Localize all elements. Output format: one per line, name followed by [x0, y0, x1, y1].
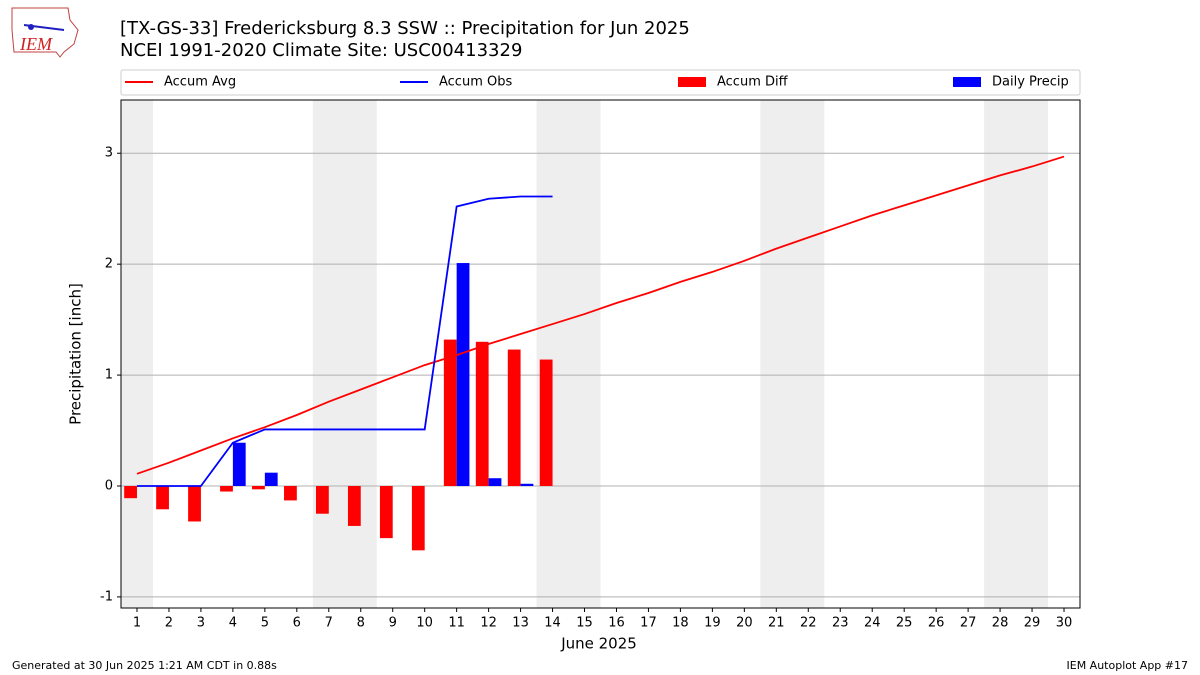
logo-text: IEM [19, 34, 53, 54]
bar [188, 485, 201, 522]
x-tick-label: 21 [768, 616, 785, 631]
bar [124, 485, 137, 499]
x-tick-label: 6 [293, 616, 301, 631]
bar [456, 263, 470, 486]
chart-subtitle: NCEI 1991-2020 Climate Site: USC00413329 [120, 40, 522, 61]
bar [347, 485, 361, 526]
y-tick-label: 2 [105, 257, 113, 272]
x-tick-label: 3 [197, 616, 205, 631]
x-tick-label: 16 [608, 616, 625, 631]
weekend-band [536, 100, 601, 608]
legend-swatch [678, 77, 706, 87]
x-tick-label: 10 [416, 616, 433, 631]
chart-title: [TX-GS-33] Fredericksburg 8.3 SSW :: Pre… [120, 18, 690, 39]
x-tick-label: 20 [736, 616, 753, 631]
x-axis-label: June 2025 [560, 635, 637, 653]
x-tick-label: 9 [389, 616, 397, 631]
x-tick-label: 25 [896, 616, 913, 631]
x-tick-label: 4 [229, 616, 237, 631]
bar [284, 485, 297, 501]
x-tick-label: 15 [576, 616, 593, 631]
bar [252, 485, 265, 490]
x-tick-label: 5 [261, 616, 269, 631]
legend-label: Daily Precip [992, 75, 1069, 90]
x-tick-label: 27 [960, 616, 977, 631]
x-tick-label: 11 [448, 616, 465, 631]
bar [379, 485, 393, 539]
x-tick-label: 17 [640, 616, 657, 631]
bar [443, 339, 457, 486]
footer-left: Generated at 30 Jun 2025 1:21 AM CDT in … [12, 659, 277, 672]
x-tick-label: 19 [704, 616, 721, 631]
logo-dot [28, 24, 34, 30]
footer-right: IEM Autoplot App #17 [1067, 659, 1189, 672]
x-tick-label: 14 [544, 616, 561, 631]
y-tick-label: 0 [105, 478, 113, 493]
line [136, 155, 1065, 475]
bar [507, 349, 521, 486]
x-tick-label: 18 [672, 616, 689, 631]
y-tick-label: 1 [105, 368, 113, 383]
line [136, 195, 553, 487]
weekend-band [760, 100, 825, 608]
bar [488, 478, 502, 486]
y-tick-label: 3 [105, 146, 113, 161]
bar [315, 485, 329, 514]
x-tick-label: 1 [133, 616, 141, 631]
x-tick-label: 12 [480, 616, 497, 631]
bar [475, 341, 489, 486]
legend-box [120, 69, 1081, 96]
bar [232, 442, 246, 486]
bar [539, 359, 553, 486]
legend-label: Accum Avg [164, 75, 236, 90]
logo: IEM [11, 7, 79, 58]
x-tick-label: 22 [800, 616, 817, 631]
bar [264, 472, 278, 486]
x-tick-label: 13 [512, 616, 529, 631]
x-tick-label: 30 [1056, 616, 1073, 631]
x-tick-label: 2 [165, 616, 173, 631]
x-tick-label: 24 [864, 616, 881, 631]
bar [220, 485, 233, 492]
bar [520, 483, 534, 486]
y-axis-label: Precipitation [inch] [67, 283, 85, 425]
x-tick-label: 28 [992, 616, 1009, 631]
plot-frame [120, 99, 1081, 609]
legend-label: Accum Diff [717, 75, 789, 90]
weekend-band [121, 100, 153, 608]
x-tick-label: 29 [1024, 616, 1041, 631]
y-tick-label: -1 [100, 589, 113, 604]
bar [411, 485, 425, 551]
logo-outline [11, 7, 79, 58]
x-tick-label: 23 [832, 616, 849, 631]
legend-swatch [953, 77, 981, 87]
weekend-band [984, 100, 1049, 608]
x-tick-label: 8 [357, 616, 365, 631]
bar [156, 485, 169, 510]
legend-label: Accum Obs [439, 75, 512, 90]
weekend-band [312, 100, 377, 608]
x-tick-label: 26 [928, 616, 945, 631]
x-tick-label: 7 [325, 616, 333, 631]
